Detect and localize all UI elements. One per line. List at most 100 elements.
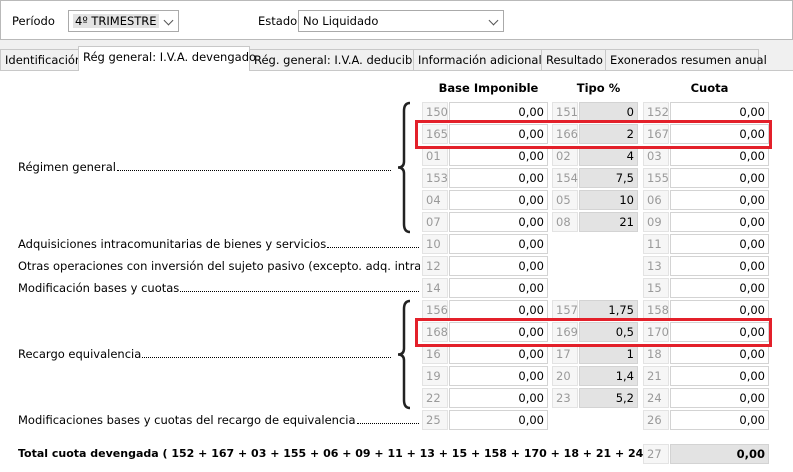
row-label: Modificación bases y cuotas [18, 280, 420, 296]
field-value[interactable]: 0,00 [670, 190, 769, 210]
field-code: 09 [643, 212, 669, 232]
field-code: 170 [643, 322, 669, 342]
field-code: 152 [643, 102, 669, 122]
field-code: 01 [422, 146, 448, 166]
field-code: 04 [422, 190, 448, 210]
field-value[interactable]: 0,00 [449, 366, 548, 386]
field-code: 19 [422, 366, 448, 386]
field-code: 155 [643, 168, 669, 188]
highlight-box [415, 120, 772, 149]
tab[interactable]: Rég. general: I.V.A. deducible [249, 49, 423, 70]
filter-select[interactable]: No Liquidado [298, 10, 504, 32]
field-code: 10 [422, 234, 448, 254]
filter-select[interactable]: 4º TRIMESTRE [68, 10, 179, 32]
field-value[interactable]: 0,00 [449, 102, 548, 122]
field-code: 11 [643, 234, 669, 254]
field-value: 21 [579, 212, 638, 232]
field-value[interactable]: 0,00 [670, 146, 769, 166]
column-header: Tipo % [576, 81, 621, 95]
field-value[interactable]: 0,00 [449, 322, 548, 342]
tab[interactable]: Rég general: I.V.A. devengado [78, 46, 256, 71]
field-value: 1,4 [579, 366, 638, 386]
field-code: 169 [552, 322, 578, 342]
row-label-text: Recargo equivalencia [18, 347, 142, 361]
field-code: 05 [552, 190, 578, 210]
field-code: 17 [552, 344, 578, 364]
field-code: 07 [422, 212, 448, 232]
field-value[interactable]: 0,00 [670, 366, 769, 386]
leader-dots [180, 280, 419, 292]
row-label: Adquisiciones intracomunitarias de biene… [18, 236, 420, 252]
field-code: 165 [422, 124, 448, 144]
field-code: 153 [422, 168, 448, 188]
field-code: 12 [422, 256, 448, 276]
field-value: 0,5 [579, 322, 638, 342]
field-value[interactable]: 0,00 [449, 124, 548, 144]
tab[interactable]: Exonerados resumen anual [605, 49, 767, 70]
field-value[interactable]: 0,00 [449, 256, 548, 276]
field-code: 06 [643, 190, 669, 210]
tab[interactable]: Resultado [541, 49, 606, 70]
leader-dots [327, 236, 419, 248]
row-label-text: Modificación bases y cuotas [18, 281, 180, 295]
row-label-text: Régimen general [18, 160, 116, 174]
field-value[interactable]: 0,00 [670, 322, 769, 342]
field-code: 167 [643, 124, 669, 144]
row-label: Otras operaciones con inversión del suje… [18, 258, 420, 274]
leader-dots [356, 412, 419, 424]
field-value[interactable]: 0,00 [449, 190, 548, 210]
field-value: 10 [579, 190, 638, 210]
field-value: 2 [579, 124, 638, 144]
field-code: 13 [643, 256, 669, 276]
group-brace [397, 299, 411, 410]
field-value[interactable]: 0,00 [670, 234, 769, 254]
field-value[interactable]: 0,00 [449, 234, 548, 254]
field-value[interactable]: 0,00 [449, 300, 548, 320]
field-value[interactable]: 0,00 [449, 388, 548, 408]
field-value[interactable]: 0,00 [670, 388, 769, 408]
field-code: 154 [552, 168, 578, 188]
field-code: 08 [552, 212, 578, 232]
field-value[interactable]: 0,00 [449, 146, 548, 166]
field-code: 27 [643, 444, 669, 464]
leader-dots [116, 159, 391, 171]
row-label-text: Otras operaciones con inversión del suje… [18, 259, 420, 273]
field-code: 168 [422, 322, 448, 342]
field-value[interactable]: 0,00 [449, 278, 548, 298]
tab[interactable]: Identificación [0, 49, 82, 70]
field-value: 7,5 [579, 168, 638, 188]
total-value: 0,00 [670, 444, 769, 464]
field-code: 157 [552, 300, 578, 320]
row-label: Régimen general [18, 159, 392, 175]
field-value[interactable]: 0,00 [670, 212, 769, 232]
filter-label: Período [12, 14, 55, 28]
field-code: 25 [422, 410, 448, 430]
field-value[interactable]: 0,00 [449, 212, 548, 232]
field-value[interactable]: 0,00 [670, 278, 769, 298]
highlight-box [415, 318, 772, 347]
field-value[interactable]: 0,00 [449, 410, 548, 430]
tab[interactable]: Información adicional [413, 49, 542, 70]
field-value: 5,2 [579, 388, 638, 408]
field-value[interactable]: 0,00 [449, 344, 548, 364]
field-code: 150 [422, 102, 448, 122]
column-header: Base Imponible [438, 81, 539, 95]
field-value[interactable]: 0,00 [449, 168, 548, 188]
field-code: 23 [552, 388, 578, 408]
field-code: 22 [422, 388, 448, 408]
field-value[interactable]: 0,00 [670, 168, 769, 188]
field-code: 151 [552, 102, 578, 122]
filter-value: 4º TRIMESTRE [73, 14, 159, 28]
column-header: Cuota [690, 81, 729, 95]
filter-value: No Liquidado [303, 14, 379, 28]
field-code: 15 [643, 278, 669, 298]
field-code: 24 [643, 388, 669, 408]
group-brace [397, 101, 411, 234]
field-value[interactable]: 0,00 [670, 124, 769, 144]
row-label-text: Adquisiciones intracomunitarias de biene… [18, 237, 327, 251]
field-code: 166 [552, 124, 578, 144]
field-value[interactable]: 0,00 [670, 256, 769, 276]
field-value[interactable]: 0,00 [670, 410, 769, 430]
field-code: 26 [643, 410, 669, 430]
